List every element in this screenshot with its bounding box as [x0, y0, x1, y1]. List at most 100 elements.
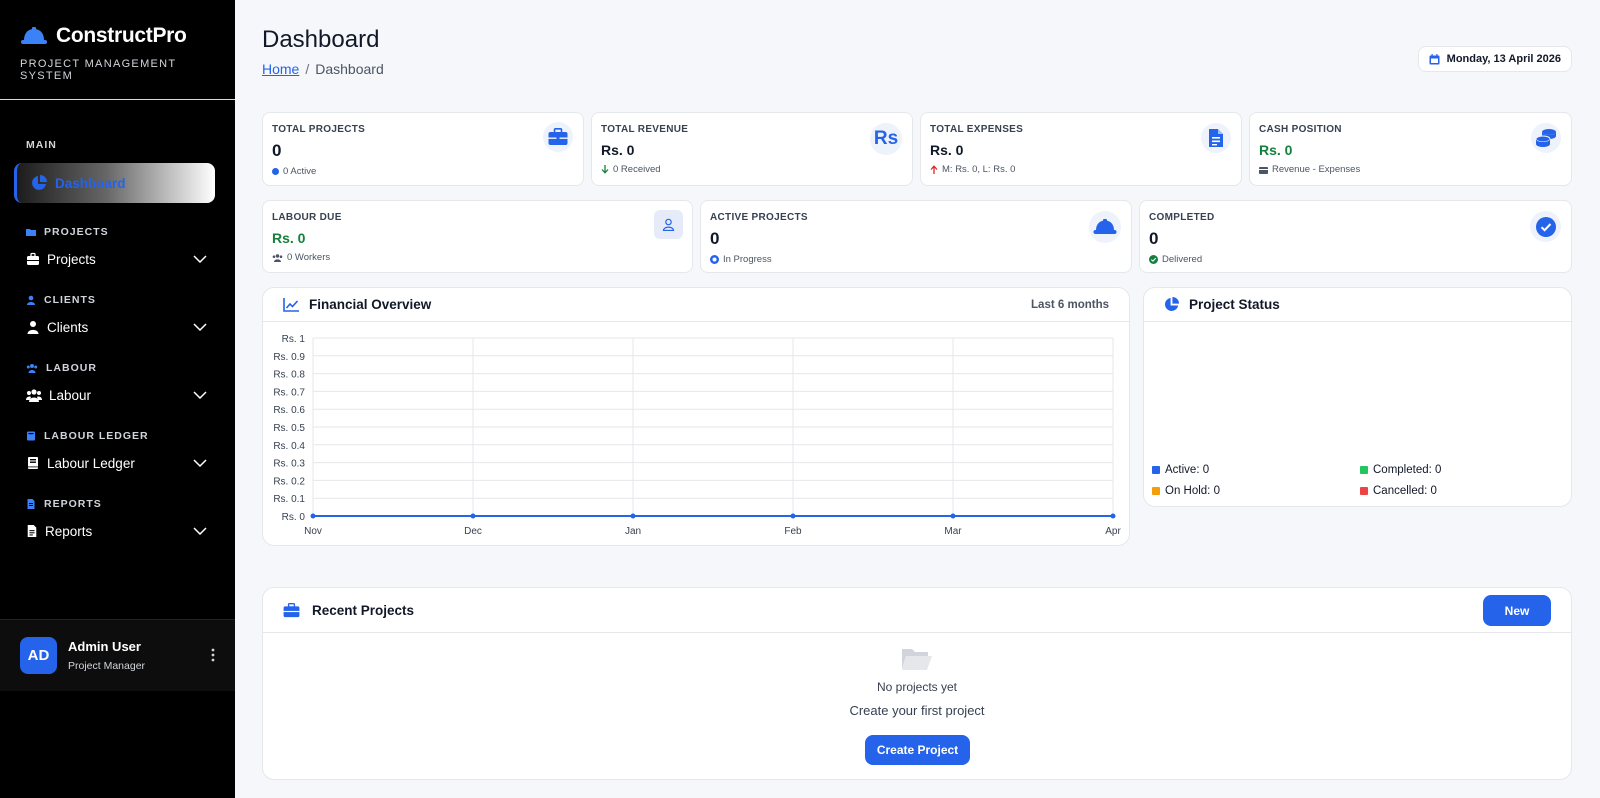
stat-sub: 0 Active: [272, 166, 316, 177]
chevron-down-icon[interactable]: [193, 459, 207, 467]
section-labour: LABOUR: [0, 361, 235, 375]
stat-label: ACTIVE PROJECTS: [710, 212, 808, 223]
sidebar-item-clients[interactable]: Clients: [0, 307, 235, 347]
date-display: Monday, 13 April 2026: [1417, 46, 1572, 72]
sidebar-item-labour[interactable]: Labour: [0, 375, 235, 415]
user-profile[interactable]: AD Admin User Project Manager: [0, 619, 235, 691]
x-tick-label: Dec: [464, 526, 482, 537]
user-name: Admin User: [68, 639, 141, 654]
file-icon: [27, 499, 35, 509]
page-title: Dashboard: [262, 26, 380, 53]
y-tick-label: Rs. 0.1: [273, 494, 305, 505]
hard-hat-icon: [1093, 219, 1117, 234]
stat-sub: 0 Workers: [272, 252, 330, 263]
legend-item-active[interactable]: Active: 0: [1152, 464, 1209, 476]
data-point: [470, 513, 476, 519]
y-tick-label: Rs. 0.6: [273, 405, 305, 416]
briefcase-icon: [283, 602, 300, 617]
y-tick-label: Rs. 0.4: [273, 441, 305, 452]
stat-card-cash-position: CASH POSITION Rs. 0 Revenue - Expenses: [1249, 112, 1572, 186]
sidebar-item-label: Labour: [49, 387, 92, 403]
sidebar-item-dashboard[interactable]: Dashboard: [14, 163, 215, 203]
stat-label: TOTAL REVENUE: [601, 124, 689, 135]
chevron-down-icon[interactable]: [193, 255, 207, 263]
stat-sub: Revenue - Expenses: [1259, 164, 1360, 175]
y-tick-label: Rs. 0.3: [273, 459, 305, 470]
main-content: Dashboard Home / Dashboard Monday, 13 Apri…: [262, 0, 1572, 798]
pie-chart-icon: [32, 175, 47, 190]
stat-sub-text: M: Rs. 0, L: Rs. 0: [942, 164, 1016, 175]
stat-label: COMPLETED: [1149, 212, 1215, 223]
stat-card-total-projects: TOTAL PROJECTS 0 0 Active: [262, 112, 584, 186]
legend-item-on-hold[interactable]: On Hold: 0: [1152, 485, 1220, 497]
panel-header: Project Status: [1144, 288, 1571, 322]
panel-header: Recent Projects: [263, 588, 1571, 633]
panel-title: Recent Projects: [312, 602, 415, 618]
stat-label: LABOUR DUE: [272, 212, 342, 223]
stat-label: TOTAL PROJECTS: [272, 124, 366, 135]
check-circle-icon: [1149, 255, 1158, 264]
invoice-icon: [1209, 129, 1223, 147]
legend-item-cancelled[interactable]: Cancelled: 0: [1360, 485, 1437, 497]
y-tick-label: Rs. 0.8: [273, 370, 305, 381]
stat-card-labour-due: LABOUR DUE Rs. 0 0 Workers: [262, 200, 693, 273]
legend-item-completed[interactable]: Completed: 0: [1360, 464, 1441, 476]
legend-label: Completed: 0: [1373, 464, 1442, 476]
stat-icon: [1531, 123, 1561, 153]
stat-card-total-revenue: TOTAL REVENUE Rs. 0 0 Received Rs: [591, 112, 913, 186]
section-label: REPORTS: [44, 498, 102, 510]
data-point: [790, 513, 796, 519]
stat-value: 0: [710, 229, 720, 248]
section-label: PROJECTS: [44, 226, 109, 238]
x-tick-label: Feb: [784, 526, 802, 537]
folder-open-icon: [902, 649, 932, 670]
y-tick-label: Rs. 1: [282, 334, 306, 345]
coins-icon: [1535, 129, 1556, 147]
chevron-down-icon[interactable]: [193, 527, 207, 535]
folder-icon: [26, 229, 36, 236]
stat-sub: Delivered: [1149, 254, 1202, 265]
date-range-label[interactable]: Last 6 months: [1031, 298, 1109, 311]
stat-icon: [1530, 211, 1561, 242]
breadcrumb-home-link[interactable]: Home: [262, 61, 300, 77]
stat-value: 0: [1149, 229, 1159, 248]
stat-value: Rs. 0: [601, 142, 635, 158]
stat-icon: [654, 210, 683, 239]
sidebar-item-projects[interactable]: Projects: [0, 239, 235, 279]
user-icon: [27, 321, 39, 334]
stat-value: 0: [272, 141, 282, 160]
progress-icon: [710, 255, 719, 264]
stat-sub-text: 0 Received: [613, 164, 661, 175]
file-icon: [27, 525, 37, 537]
chevron-down-icon[interactable]: [193, 391, 207, 399]
legend-swatch: [1152, 466, 1160, 474]
stat-label: TOTAL EXPENSES: [930, 124, 1024, 135]
users-icon: [272, 253, 283, 262]
section-main: MAIN: [0, 138, 235, 152]
sidebar-item-label: Labour Ledger: [47, 455, 135, 471]
book-icon: [28, 457, 38, 469]
stat-label: CASH POSITION: [1259, 124, 1342, 135]
x-tick-label: Apr: [1105, 526, 1121, 537]
y-tick-label: Rs. 0.2: [273, 476, 305, 487]
chevron-down-icon[interactable]: [193, 323, 207, 331]
more-vertical-icon[interactable]: [211, 648, 215, 662]
rupee-icon: Rs: [870, 123, 902, 155]
create-project-button[interactable]: Create Project: [865, 735, 970, 765]
sidebar-nav: MAIN Dashboard PROJECTS Projects CLIENTS: [0, 100, 235, 551]
project-status-panel: Project Status Active: 0 Completed: 0 On…: [1143, 287, 1572, 507]
user-outline-icon: [662, 218, 675, 231]
briefcase-icon: [27, 252, 39, 265]
panel-title: Financial Overview: [309, 297, 432, 312]
sidebar-item-reports[interactable]: Reports: [0, 511, 235, 551]
stat-value: Rs. 0: [1259, 142, 1293, 158]
users-icon: [26, 364, 38, 373]
users-icon: [26, 389, 42, 402]
section-clients: CLIENTS: [0, 293, 235, 307]
wallet-icon: [1259, 166, 1268, 174]
sidebar-item-labour-ledger[interactable]: Labour Ledger: [0, 443, 235, 483]
stat-sub: In Progress: [710, 254, 772, 265]
brand: ConstructPro PROJECT MANAGEMENT SYSTEM: [0, 0, 235, 100]
new-project-button[interactable]: New: [1483, 595, 1551, 626]
y-tick-label: Rs. 0.9: [273, 352, 305, 363]
